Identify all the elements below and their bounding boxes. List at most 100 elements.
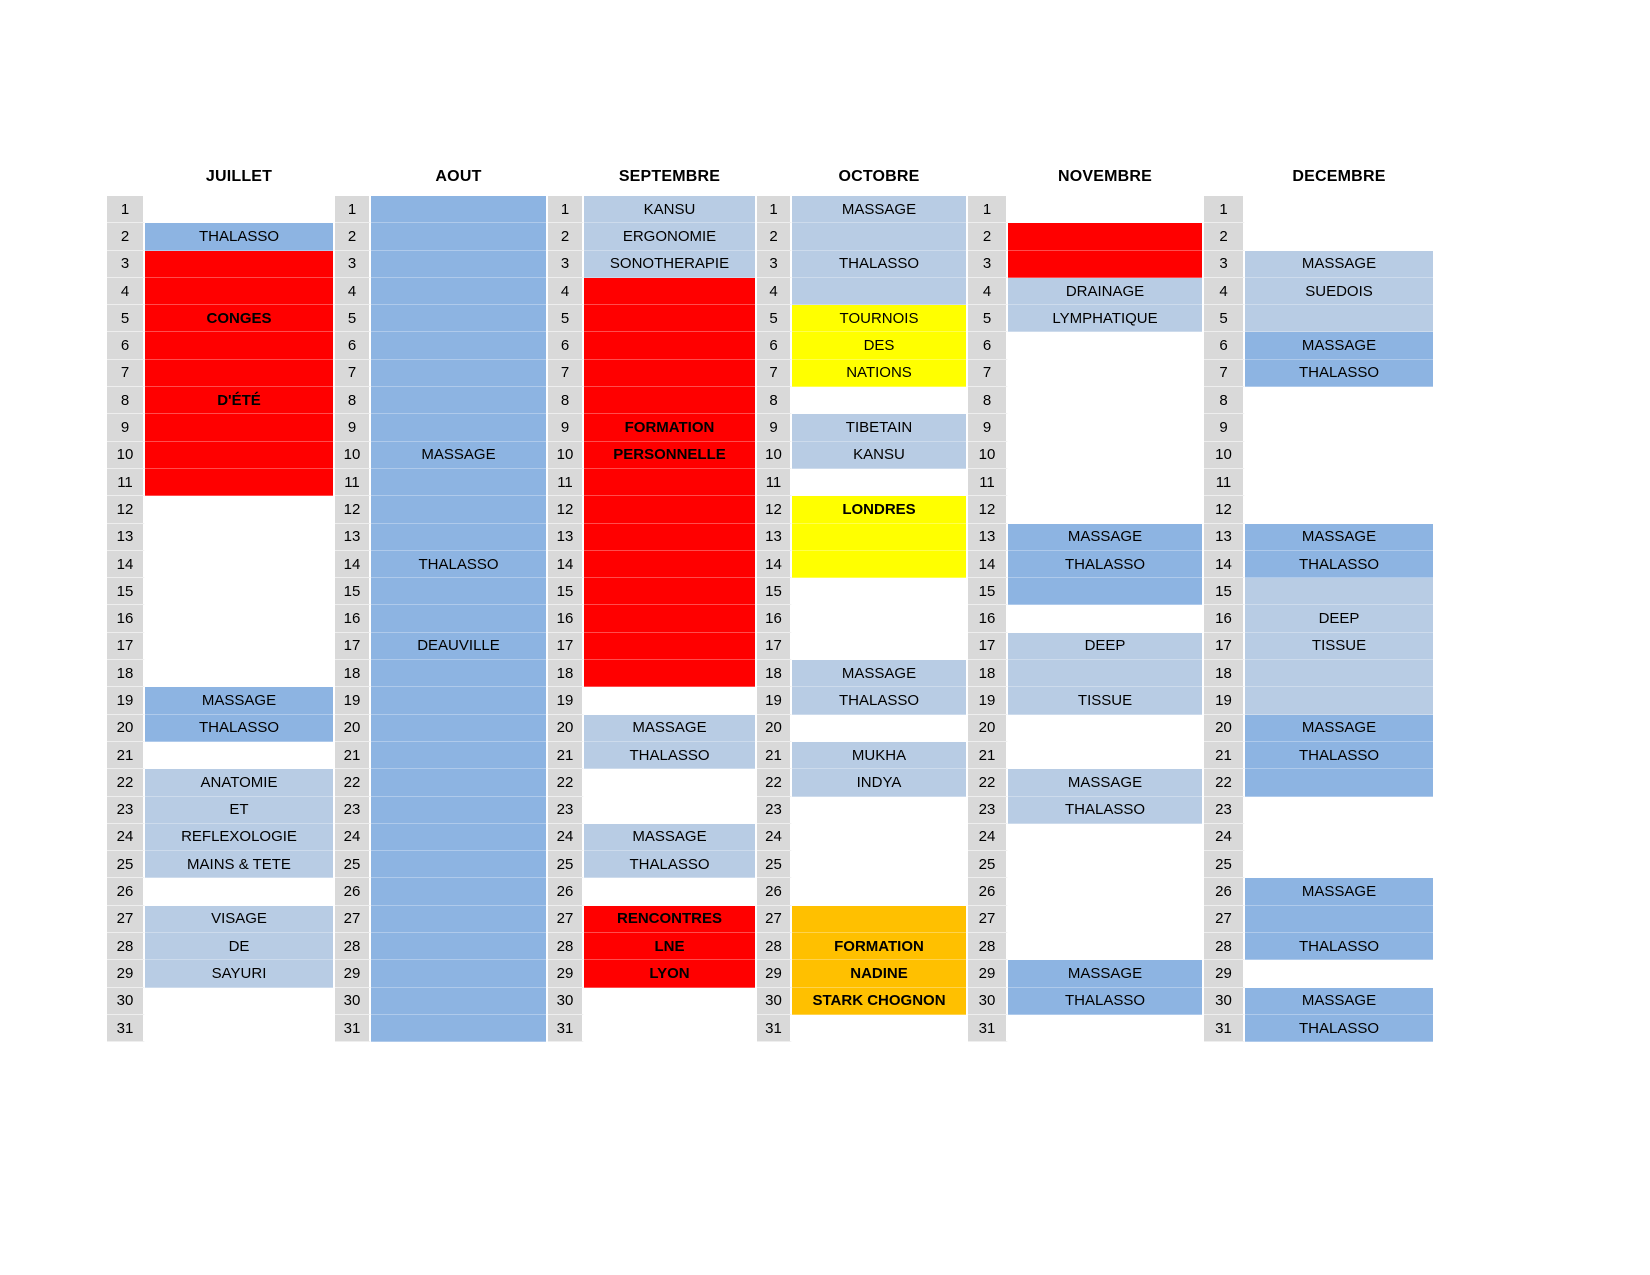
day-number-cell[interactable]: 19 — [548, 687, 584, 715]
event-cell[interactable] — [1008, 250, 1202, 278]
event-cell[interactable] — [371, 414, 546, 442]
event-cell[interactable] — [584, 988, 755, 1015]
event-cell[interactable]: LYMPHATIQUE — [1008, 305, 1202, 333]
event-cell[interactable]: TISSUE — [1008, 687, 1202, 715]
event-cell[interactable] — [1008, 715, 1202, 742]
event-cell[interactable]: MASSAGE — [584, 823, 755, 852]
day-number-cell[interactable]: 2 — [1204, 223, 1245, 251]
day-number-cell[interactable]: 2 — [335, 223, 371, 251]
day-number-cell[interactable]: 17 — [548, 632, 584, 661]
event-cell[interactable] — [1008, 414, 1202, 442]
day-number-cell[interactable]: 1 — [335, 196, 371, 224]
day-number-cell[interactable]: 18 — [107, 660, 145, 688]
day-number-cell[interactable]: 11 — [1204, 468, 1245, 497]
event-cell[interactable] — [371, 933, 546, 961]
day-number-cell[interactable]: 10 — [1204, 441, 1245, 469]
event-cell[interactable] — [1245, 223, 1433, 251]
event-cell[interactable] — [1008, 196, 1202, 224]
day-number-cell[interactable]: 18 — [1204, 660, 1245, 688]
day-number-cell[interactable]: 29 — [757, 960, 792, 988]
day-number-cell[interactable]: 21 — [548, 741, 584, 770]
day-number-cell[interactable]: 19 — [335, 687, 371, 715]
day-number-cell[interactable]: 12 — [757, 496, 792, 524]
event-cell[interactable] — [145, 551, 333, 579]
day-number-cell[interactable]: 9 — [107, 414, 145, 442]
event-cell[interactable]: D'ÉTÉ — [145, 387, 333, 415]
event-cell[interactable] — [1008, 878, 1202, 906]
event-cell[interactable] — [584, 523, 755, 551]
day-number-cell[interactable]: 20 — [548, 714, 584, 742]
day-number-cell[interactable]: 20 — [968, 714, 1008, 742]
day-number-cell[interactable]: 31 — [107, 1014, 145, 1043]
event-cell[interactable] — [584, 468, 755, 497]
event-cell[interactable] — [371, 359, 546, 388]
event-cell[interactable] — [1245, 305, 1433, 333]
event-cell[interactable] — [1245, 469, 1433, 497]
day-number-cell[interactable]: 15 — [1204, 578, 1245, 606]
day-number-cell[interactable]: 1 — [548, 196, 584, 224]
event-cell[interactable] — [584, 605, 755, 633]
event-cell[interactable]: THALASSO — [1245, 741, 1433, 770]
day-number-cell[interactable]: 14 — [1204, 550, 1245, 579]
day-number-cell[interactable]: 17 — [335, 632, 371, 661]
day-number-cell[interactable]: 7 — [968, 359, 1008, 388]
event-cell[interactable] — [145, 359, 333, 388]
event-cell[interactable] — [792, 469, 966, 497]
day-number-cell[interactable]: 13 — [1204, 523, 1245, 551]
day-number-cell[interactable]: 1 — [968, 196, 1008, 224]
day-number-cell[interactable]: 28 — [757, 933, 792, 961]
day-number-cell[interactable]: 20 — [335, 714, 371, 742]
event-cell[interactable]: KANSU — [584, 196, 755, 224]
day-number-cell[interactable]: 12 — [107, 496, 145, 524]
day-number-cell[interactable]: 10 — [107, 441, 145, 469]
event-cell[interactable] — [584, 578, 755, 606]
day-number-cell[interactable]: 7 — [1204, 359, 1245, 388]
event-cell[interactable]: THALASSO — [1245, 550, 1433, 579]
day-number-cell[interactable]: 31 — [335, 1014, 371, 1043]
event-cell[interactable] — [145, 605, 333, 633]
event-cell[interactable]: MASSAGE — [1245, 332, 1433, 360]
event-cell[interactable] — [145, 441, 333, 469]
day-number-cell[interactable]: 4 — [757, 277, 792, 306]
day-number-cell[interactable]: 29 — [107, 960, 145, 988]
day-number-cell[interactable]: 4 — [1204, 277, 1245, 306]
day-number-cell[interactable]: 26 — [1204, 878, 1245, 906]
event-cell[interactable] — [1008, 578, 1202, 606]
event-cell[interactable]: PERSONNELLE — [584, 441, 755, 469]
day-number-cell[interactable]: 10 — [757, 441, 792, 469]
event-cell[interactable] — [145, 988, 333, 1015]
event-cell[interactable] — [584, 660, 755, 688]
event-cell[interactable] — [371, 277, 546, 306]
event-cell[interactable]: THALASSO — [371, 550, 546, 579]
day-number-cell[interactable]: 19 — [1204, 687, 1245, 715]
event-cell[interactable] — [792, 277, 966, 306]
event-cell[interactable]: THALASSO — [145, 223, 333, 251]
day-number-cell[interactable]: 2 — [548, 223, 584, 251]
day-number-cell[interactable]: 21 — [1204, 741, 1245, 770]
day-number-cell[interactable]: 23 — [1204, 796, 1245, 824]
day-number-cell[interactable]: 26 — [107, 878, 145, 906]
day-number-cell[interactable]: 4 — [968, 277, 1008, 306]
day-number-cell[interactable]: 28 — [1204, 933, 1245, 961]
event-cell[interactable] — [1245, 851, 1433, 879]
day-number-cell[interactable]: 18 — [548, 660, 584, 688]
day-number-cell[interactable]: 16 — [1204, 605, 1245, 633]
event-cell[interactable]: STARK CHOGNON — [792, 987, 966, 1015]
day-number-cell[interactable]: 24 — [1204, 823, 1245, 852]
event-cell[interactable]: ERGONOMIE — [584, 223, 755, 251]
day-number-cell[interactable]: 6 — [548, 332, 584, 360]
day-number-cell[interactable]: 9 — [968, 414, 1008, 442]
day-number-cell[interactable]: 11 — [757, 468, 792, 497]
event-cell[interactable] — [792, 550, 966, 579]
day-number-cell[interactable]: 24 — [757, 823, 792, 852]
day-number-cell[interactable]: 8 — [757, 387, 792, 415]
event-cell[interactable] — [371, 905, 546, 934]
event-cell[interactable]: TIBETAIN — [792, 414, 966, 442]
event-cell[interactable] — [584, 769, 755, 797]
event-cell[interactable] — [371, 578, 546, 606]
event-cell[interactable] — [371, 741, 546, 770]
event-cell[interactable] — [145, 1015, 333, 1043]
day-number-cell[interactable]: 6 — [107, 332, 145, 360]
event-cell[interactable] — [584, 277, 755, 306]
event-cell[interactable] — [145, 332, 333, 360]
